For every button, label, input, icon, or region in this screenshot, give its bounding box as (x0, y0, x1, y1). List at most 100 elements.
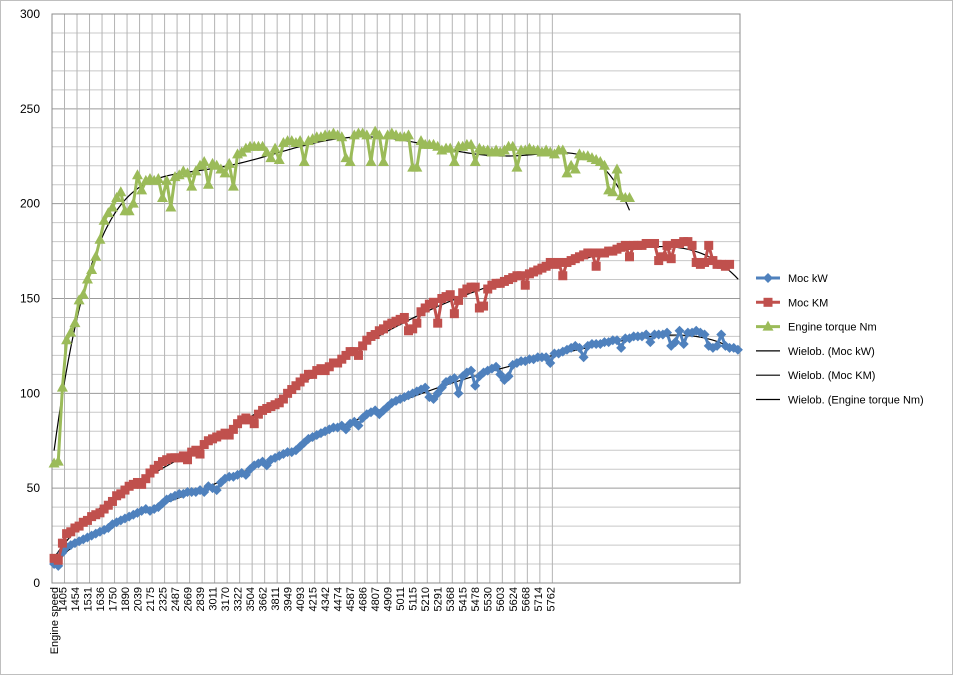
x-tick-label: 5115 (408, 587, 420, 611)
data-point-engine-torque-nm (131, 169, 143, 180)
data-point-engine-torque-nm (56, 381, 68, 392)
data-point-moc-km (687, 240, 697, 250)
data-point-moc-kw (140, 504, 151, 515)
x-tick-label: 4093 (295, 587, 307, 611)
data-point-engine-torque-nm (115, 186, 127, 197)
trendline-layer (53, 136, 739, 564)
data-point-moc-km (725, 259, 735, 269)
series-line-engine-torque-nm (53, 130, 630, 465)
legend-entry-moc-km: Moc KM (756, 297, 828, 309)
data-point-engine-torque-nm (624, 191, 636, 202)
data-point-moc-km (470, 282, 480, 292)
legend-swatch-marker (763, 273, 773, 283)
data-point-moc-kw (420, 382, 431, 393)
x-tick-label: 5714 (533, 587, 545, 611)
data-point-moc-kw (545, 357, 556, 368)
data-point-moc-kw (491, 361, 502, 372)
data-point-engine-torque-nm (161, 174, 173, 185)
data-point-moc-km (666, 254, 676, 264)
legend-label: Wielob. (Moc kW) (788, 346, 875, 358)
x-tick-label: 2669 (183, 587, 195, 611)
data-point-moc-kw (670, 337, 681, 348)
x-tick-label: 5210 (420, 587, 432, 611)
data-point-engine-torque-nm (81, 273, 93, 284)
x-tick-label: 4587 (345, 587, 357, 611)
data-point-moc-km (625, 252, 635, 262)
x-tick-label: 5668 (520, 587, 532, 611)
data-point-moc-km (700, 257, 710, 267)
data-point-engine-torque-nm (261, 146, 273, 157)
data-point-engine-torque-nm (111, 191, 123, 202)
data-point-moc-km (445, 290, 455, 300)
data-point-moc-km (224, 430, 234, 440)
x-tick-label: 1750 (107, 587, 119, 611)
data-point-engine-torque-nm (411, 161, 423, 172)
data-point-engine-torque-nm (373, 129, 385, 140)
data-point-engine-torque-nm (227, 180, 239, 191)
data-point-moc-km (228, 424, 238, 434)
data-point-engine-torque-nm (219, 167, 231, 178)
data-point-moc-km (587, 248, 597, 258)
legend-label: Engine torque Nm (788, 322, 877, 334)
data-point-engine-torque-nm (294, 135, 306, 146)
data-point-moc-km (107, 496, 117, 506)
x-tick-label: 5624 (508, 587, 520, 611)
data-point-moc-km (454, 295, 464, 305)
x-tick-label: 2175 (145, 587, 157, 611)
legend-label: Wielob. (Engine torque Nm) (788, 395, 924, 407)
x-tick-label: 5291 (433, 587, 445, 611)
data-point-moc-km (249, 419, 259, 429)
x-tick-label: 3322 (233, 587, 245, 611)
data-point-engine-torque-nm (507, 140, 519, 151)
x-tick-label: 4909 (383, 587, 395, 611)
data-point-engine-torque-nm (273, 154, 285, 165)
data-point-moc-kw (641, 329, 652, 340)
data-point-moc-kw (699, 329, 710, 340)
data-point-moc-km (399, 312, 409, 322)
data-point-moc-km (520, 280, 530, 290)
data-point-engine-torque-nm (202, 178, 214, 189)
data-point-moc-km (429, 297, 439, 307)
legend-entry-moc-kw: Moc kW (756, 273, 828, 285)
data-point-engine-torque-nm (102, 207, 114, 218)
data-point-engine-torque-nm (190, 165, 202, 176)
y-tick-label: 100 (20, 386, 40, 400)
data-point-moc-km (53, 555, 63, 565)
legend-entry-wielob-moc-km: Wielob. (Moc KM) (756, 370, 875, 382)
y-tick-label: 50 (27, 481, 41, 495)
data-point-engine-torque-nm (123, 205, 135, 216)
data-point-moc-km (658, 252, 668, 262)
legend-label: Moc kW (788, 273, 828, 285)
series-layer (48, 125, 743, 571)
data-point-engine-torque-nm (127, 197, 139, 208)
data-point-moc-kw (674, 325, 685, 336)
x-tick-label: 3811 (270, 587, 282, 611)
data-point-engine-torque-nm (52, 455, 64, 466)
x-tick-label: 5478 (470, 587, 482, 611)
data-point-moc-km (412, 318, 422, 328)
data-point-moc-km (433, 318, 443, 328)
legend-swatch-marker (763, 297, 773, 307)
data-point-moc-km (662, 240, 672, 250)
data-point-engine-torque-nm (361, 129, 373, 140)
x-tick-label: 3504 (245, 587, 257, 611)
data-point-engine-torque-nm (511, 161, 523, 172)
data-point-moc-kw (611, 335, 622, 346)
data-point-engine-torque-nm (90, 250, 102, 261)
data-point-engine-torque-nm (377, 155, 389, 166)
x-tick-label: 1454 (70, 587, 82, 611)
data-point-moc-kw (716, 329, 727, 340)
data-point-engine-torque-nm (569, 163, 581, 174)
data-point-engine-torque-nm (465, 138, 477, 149)
data-point-engine-torque-nm (61, 334, 73, 345)
x-tick-label: 5415 (458, 587, 470, 611)
data-point-engine-torque-nm (186, 180, 198, 191)
data-point-engine-torque-nm (344, 155, 356, 166)
data-point-moc-kw (453, 388, 464, 399)
data-point-moc-km (558, 271, 568, 281)
data-point-moc-kw (503, 371, 514, 382)
data-point-engine-torque-nm (165, 201, 177, 212)
y-tick-label: 300 (20, 7, 40, 21)
data-point-moc-kw (645, 337, 656, 348)
